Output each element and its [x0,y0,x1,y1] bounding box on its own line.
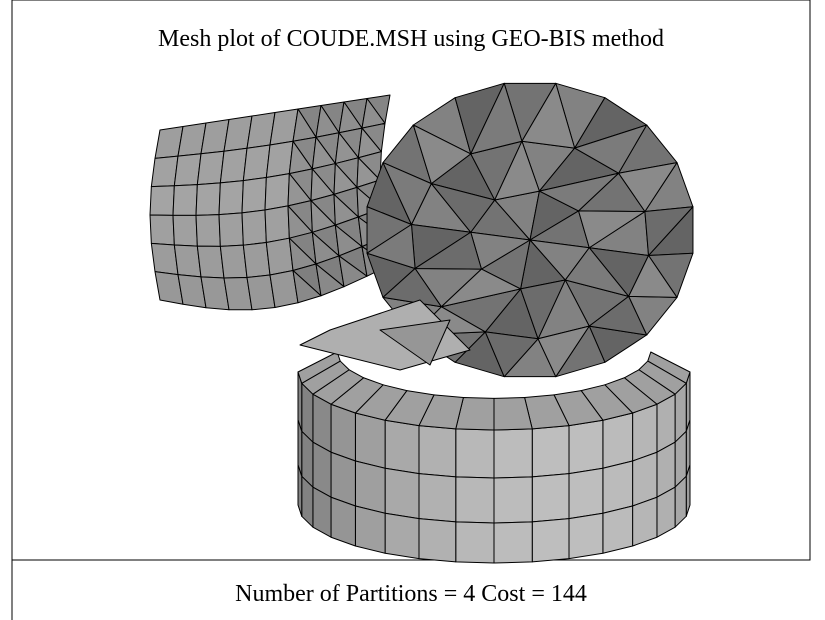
pipe-facet [266,238,293,275]
cylinder-facet [385,420,419,473]
figure: Mesh plot of COUDE.MSH using GEO-BIS met… [0,0,825,620]
pipe-facet [197,151,224,184]
mesh [150,83,693,563]
pipe-facet [243,243,270,278]
cylinder-facet [603,461,633,513]
cylinder-facet [355,506,385,553]
cylinder-facet [532,519,569,562]
cylinder-facet [385,513,419,558]
caption: Number of Partitions = 4 Cost = 144 [235,581,587,607]
pipe-facet [219,213,243,246]
cylinder-facet [494,429,532,478]
pipe-facet [220,245,247,278]
cylinder-facet [532,426,569,477]
pipe-facet [242,210,266,245]
pipe-facet [242,178,266,213]
cylinder-facet [494,522,532,563]
cylinder-facet [603,413,633,468]
title: Mesh plot of COUDE.MSH using GEO-BIS met… [158,26,664,52]
pipe-facet [151,156,178,187]
cylinder-facet [419,426,456,477]
cylinder-facet [569,513,603,558]
cylinder-facet [331,452,355,506]
pipe-facet [196,215,220,247]
pipe-facet [151,243,178,274]
pipe-facet [197,246,224,278]
cylinder-facet [603,506,633,553]
pipe-facet [174,245,201,277]
cylinder-facet [456,477,494,523]
pipe-facet [150,215,174,245]
pipe-facet [173,215,197,246]
pipe-facet [220,148,247,183]
pipe-facet [219,181,243,215]
cylinder-facet [494,477,532,523]
cylinder-facet [569,468,603,518]
cylinder-facet [355,413,385,468]
cylinder-facet [355,461,385,513]
pipe-facet [150,186,174,216]
pipe-facet [173,185,197,216]
pipe-facet [243,145,270,181]
pipe-facet [266,141,293,177]
cylinder-facet [633,497,657,546]
cylinder-facet [633,452,657,506]
cylinder-facet [532,474,569,522]
cylinder-facet [331,497,355,546]
cylinder-facet [331,404,355,461]
cylinder-facet [633,404,657,461]
cylinder-facet [569,420,603,473]
cylinder-facet [456,522,494,563]
pipe-facet [196,183,220,215]
pipe-facet [174,154,201,186]
cylinder-facet [419,474,456,522]
cylinder-facet [419,519,456,562]
pipe-facet [265,174,289,210]
cylinder-facet [385,468,419,518]
pipe-facet [265,206,289,243]
cylinder-facet [456,429,494,478]
